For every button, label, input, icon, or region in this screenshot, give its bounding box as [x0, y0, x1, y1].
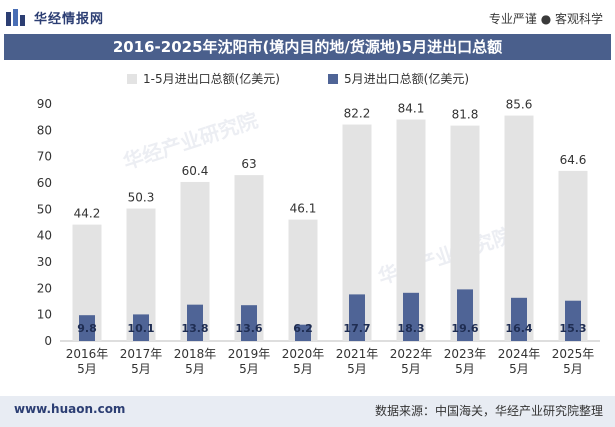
bar-may	[79, 315, 95, 341]
x-tick-label: 2019年	[228, 347, 271, 361]
y-tick-label: 30	[37, 255, 52, 269]
logo: 华经情报网	[6, 8, 104, 27]
tagline: 专业严谨 ● 客观科学	[488, 12, 603, 26]
data-label-total: 60.4	[182, 164, 209, 178]
footer-url[interactable]: www.huaon.com	[14, 402, 126, 416]
legend-label-total: 1-5月进出口总额(亿美元)	[143, 72, 280, 86]
y-tick-label: 80	[37, 123, 52, 137]
data-label-may: 13.6	[235, 322, 262, 335]
data-label-may: 18.3	[397, 322, 424, 335]
bar-may	[241, 305, 257, 341]
data-label-total: 85.6	[506, 98, 533, 112]
data-label-total: 64.6	[560, 153, 587, 167]
legend-label-may: 5月进出口总额(亿美元)	[344, 72, 469, 86]
x-tick-label: 2025年	[552, 347, 595, 361]
data-label-total: 82.2	[344, 107, 371, 121]
x-tick-label: 5月	[401, 362, 421, 376]
data-label-may: 19.6	[451, 322, 478, 335]
logo-icon	[6, 9, 25, 26]
y-tick-label: 0	[44, 334, 52, 348]
x-tick-label: 5月	[509, 362, 529, 376]
y-tick-label: 90	[37, 97, 52, 111]
bar-may	[511, 297, 527, 341]
x-tick-label: 5月	[455, 362, 475, 376]
chart-title: 2016-2025年沈阳市(境内目的地/货源地)5月进出口总额	[4, 34, 611, 60]
x-tick-label: 2018年	[174, 347, 217, 361]
data-label-total: 50.3	[128, 191, 155, 205]
x-tick-label: 2023年	[444, 347, 487, 361]
bar-may	[295, 324, 311, 341]
y-tick-label: 70	[37, 150, 52, 164]
y-tick-label: 50	[37, 202, 52, 216]
data-label-total: 84.1	[398, 102, 425, 116]
bar-chart: 010203040506070809044.29.82016年5月50.310.…	[37, 97, 600, 376]
data-label-may: 17.7	[343, 322, 370, 335]
x-tick-label: 5月	[293, 362, 313, 376]
legend-swatch-total	[127, 73, 137, 84]
y-tick-label: 20	[37, 281, 52, 295]
data-label-may: 16.4	[505, 322, 532, 335]
x-tick-label: 2017年	[120, 347, 163, 361]
data-label-may: 13.8	[181, 322, 208, 335]
x-tick-label: 5月	[77, 362, 97, 376]
x-tick-label: 5月	[239, 362, 259, 376]
x-tick-label: 2016年	[66, 347, 109, 361]
x-tick-label: 2024年	[498, 347, 541, 361]
bar-may	[565, 300, 581, 341]
x-tick-label: 2021年	[336, 347, 379, 361]
x-tick-label: 5月	[347, 362, 367, 376]
data-label-total: 46.1	[290, 202, 317, 216]
y-tick-label: 40	[37, 229, 52, 243]
data-label-may: 15.3	[559, 322, 586, 335]
data-label-total: 81.8	[452, 108, 479, 122]
x-tick-label: 5月	[185, 362, 205, 376]
x-tick-label: 5月	[131, 362, 151, 376]
top-bar: 华经情报网 专业严谨 ● 客观科学	[0, 0, 615, 34]
y-tick-label: 60	[37, 176, 52, 190]
bar-may	[457, 289, 473, 341]
bar-total	[288, 219, 318, 341]
legend-item-total: 1-5月进出口总额(亿美元)	[127, 70, 280, 87]
data-label-may: 6.2	[293, 322, 313, 335]
bar-may	[349, 294, 365, 341]
footer: www.huaon.com 数据来源：中国海关，华经产业研究院整理	[0, 396, 615, 427]
data-label-may: 9.8	[77, 322, 97, 335]
x-tick-label: 5月	[563, 362, 583, 376]
legend-swatch-may	[328, 73, 338, 84]
x-tick-label: 2020年	[282, 347, 325, 361]
logo-text: 华经情报网	[34, 12, 105, 27]
data-label-total: 44.2	[74, 207, 101, 221]
bar-may	[187, 304, 203, 341]
legend: 1-5月进出口总额(亿美元) 5月进出口总额(亿美元)	[0, 70, 615, 90]
x-tick-label: 2022年	[390, 347, 433, 361]
y-tick-label: 10	[37, 308, 52, 322]
data-source: 数据来源：中国海关，华经产业研究院整理	[374, 404, 603, 418]
bar-may	[403, 292, 419, 341]
data-label-total: 63	[241, 157, 256, 171]
bar-may	[133, 314, 149, 341]
data-label-may: 10.1	[127, 322, 154, 335]
legend-item-may: 5月进出口总额(亿美元)	[328, 70, 469, 87]
